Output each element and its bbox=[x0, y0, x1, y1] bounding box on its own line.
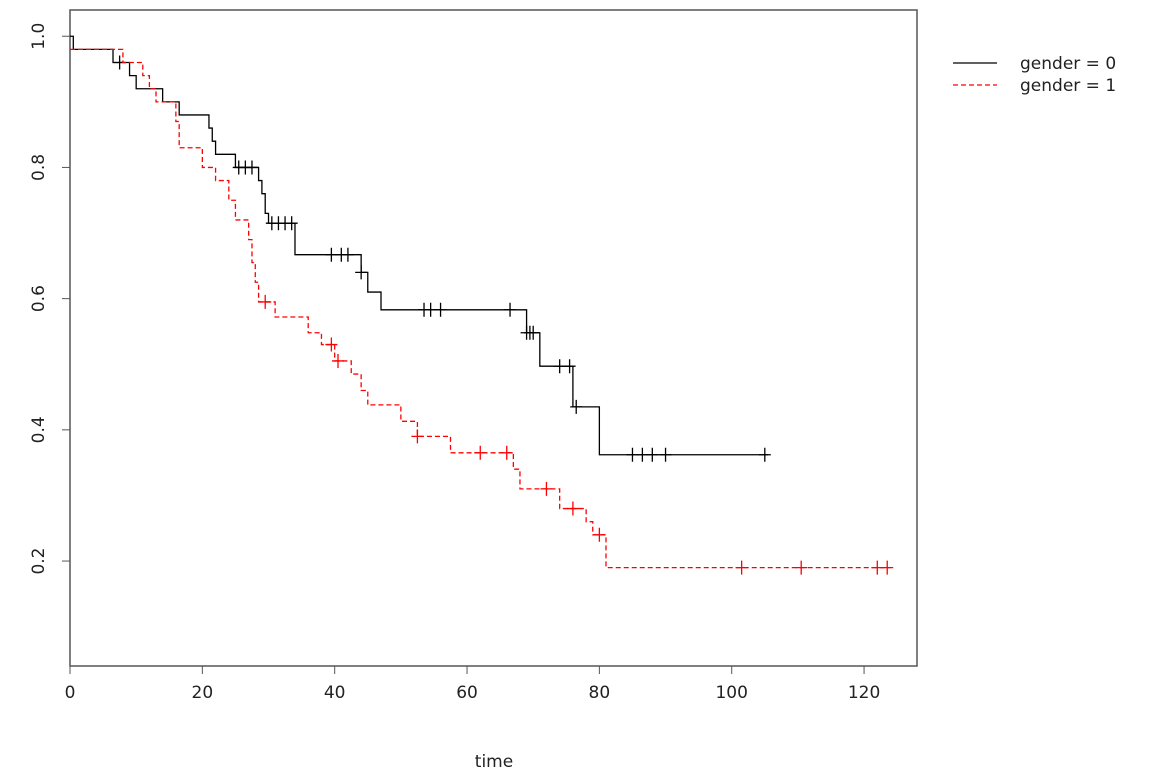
x-tick-label: 80 bbox=[589, 683, 611, 703]
censor-mark-gender-0 bbox=[659, 447, 672, 462]
x-axis-title: time bbox=[475, 752, 513, 772]
censor-mark-gender-1 bbox=[259, 294, 272, 309]
plot-frame bbox=[69, 9, 918, 667]
y-tick-label: 0.2 bbox=[29, 548, 49, 575]
y-tick-label: 1.0 bbox=[29, 23, 49, 50]
y-tick-label: 0.6 bbox=[29, 285, 49, 312]
legend: gender = 0 gender = 1 bbox=[953, 54, 1116, 96]
y-tick-label: 0.8 bbox=[29, 154, 49, 181]
x-tick-label: 100 bbox=[715, 683, 747, 703]
series-line-gender-1 bbox=[70, 48, 891, 569]
censor-mark-gender-0 bbox=[434, 302, 447, 317]
legend-label-gender-1: gender = 1 bbox=[1020, 76, 1116, 96]
x-tick-label: 20 bbox=[192, 683, 214, 703]
x-axis: 0 20 40 60 80 100 120 bbox=[65, 666, 880, 703]
censor-mark-gender-0 bbox=[504, 302, 517, 317]
legend-label-gender-0: gender = 0 bbox=[1020, 54, 1116, 74]
censor-mark-gender-1 bbox=[325, 337, 338, 352]
censor-mark-gender-0 bbox=[245, 160, 258, 175]
censor-mark-gender-0 bbox=[527, 325, 540, 340]
censor-mark-gender-1 bbox=[566, 501, 579, 516]
x-tick-label: 60 bbox=[456, 683, 478, 703]
censor-mark-gender-0 bbox=[758, 447, 771, 462]
censor-mark-gender-1 bbox=[411, 429, 424, 444]
y-axis: 0.2 0.4 0.6 0.8 1.0 bbox=[29, 23, 70, 575]
x-tick-label: 0 bbox=[65, 683, 76, 703]
censor-mark-gender-1 bbox=[735, 560, 748, 575]
censor-mark-gender-1 bbox=[331, 353, 344, 368]
censor-mark-gender-1 bbox=[474, 445, 487, 460]
censor-mark-gender-0 bbox=[355, 265, 368, 280]
censor-mark-gender-1 bbox=[795, 560, 808, 575]
censor-mark-gender-1 bbox=[500, 445, 513, 460]
y-tick-label: 0.4 bbox=[29, 416, 49, 443]
series-line-gender-0 bbox=[70, 35, 769, 456]
x-tick-label: 40 bbox=[324, 683, 346, 703]
series-layer bbox=[70, 35, 894, 575]
censor-mark-gender-0 bbox=[563, 359, 576, 374]
censor-mark-gender-1 bbox=[593, 527, 606, 542]
censor-mark-gender-0 bbox=[570, 399, 583, 414]
censor-mark-gender-1 bbox=[540, 481, 553, 496]
censor-mark-gender-0 bbox=[646, 447, 659, 462]
x-tick-label: 120 bbox=[848, 683, 880, 703]
censor-mark-gender-0 bbox=[285, 216, 298, 231]
censor-mark-gender-0 bbox=[341, 247, 354, 262]
censor-mark-gender-1 bbox=[881, 560, 894, 575]
